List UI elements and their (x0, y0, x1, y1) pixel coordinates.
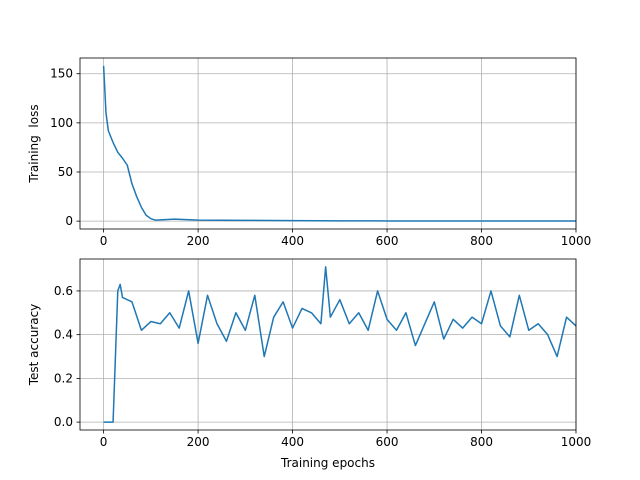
x-tick-label: 800 (470, 234, 493, 248)
y-tick-label: 100 (50, 116, 73, 130)
y-tick-label: 0.0 (54, 415, 73, 429)
x-tick-label: 600 (376, 234, 399, 248)
x-tick-label: 0 (100, 234, 108, 248)
y-axis-label: Training loss (27, 104, 41, 183)
x-tick-label: 400 (281, 435, 304, 449)
y-tick-label: 0.2 (54, 371, 73, 385)
x-tick-label: 1000 (561, 435, 592, 449)
data-line (103, 266, 577, 423)
y-axis-label: Test accuracy (27, 304, 41, 387)
x-axis-label: Training epochs (280, 456, 375, 470)
y-tick-label: 50 (58, 165, 73, 179)
x-tick-label: 200 (187, 435, 210, 449)
data-line (102, 65, 576, 222)
y-tick-label: 0 (65, 214, 73, 228)
y-tick-label: 150 (50, 67, 73, 81)
y-tick-label: 0.4 (54, 328, 73, 342)
axes-frame (79, 57, 577, 230)
y-tick-label: 0.6 (54, 284, 73, 298)
x-tick-label: 1000 (561, 234, 592, 248)
x-tick-label: 200 (187, 234, 210, 248)
x-tick-label: 400 (281, 234, 304, 248)
x-tick-label: 800 (470, 435, 493, 449)
x-tick-label: 600 (376, 435, 399, 449)
axes-frame (79, 258, 577, 431)
x-tick-label: 0 (100, 435, 108, 449)
